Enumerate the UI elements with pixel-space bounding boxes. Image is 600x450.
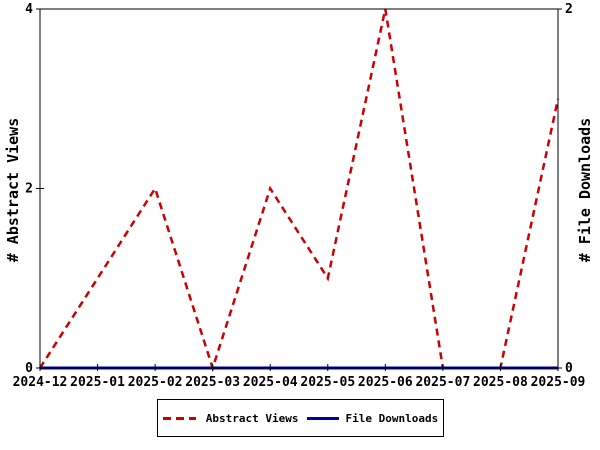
legend-label-abstract-views: Abstract Views: [205, 411, 299, 425]
x-tick-label: 2025-04: [243, 375, 298, 390]
x-tick-label: 2025-02: [128, 375, 183, 390]
right-tick-label: 2: [565, 2, 573, 17]
legend-swatch-abstract-views-dashed-line-icon: [162, 416, 196, 420]
legend-label-file-downloads: File Downloads: [345, 411, 439, 425]
left-tick-label: 4: [25, 2, 33, 17]
x-tick-label: 2025-03: [185, 375, 240, 390]
series-line-0: [38, 8, 560, 373]
right-axis-title: # File Downloads: [576, 117, 594, 263]
x-tick-label: 2025-08: [473, 375, 528, 390]
left-tick-label: 0: [25, 361, 33, 376]
left-axis-title: # Abstract Views: [4, 117, 22, 263]
legend: Abstract Views File Downloads: [157, 399, 444, 437]
right-tick-label: 0: [565, 361, 573, 376]
x-tick-label: 2025-09: [531, 375, 586, 390]
x-tick-label: 2025-07: [415, 375, 470, 390]
x-tick-label: 2025-06: [358, 375, 413, 390]
plot-border: [39, 8, 559, 369]
legend-swatch-file-downloads-solid-line-icon: [306, 416, 339, 420]
x-tick-label: 2024-12: [13, 375, 68, 390]
x-tick-label: 2025-05: [300, 375, 355, 390]
left-tick-label: 2: [25, 182, 33, 197]
x-tick-label: 2025-01: [70, 375, 125, 390]
